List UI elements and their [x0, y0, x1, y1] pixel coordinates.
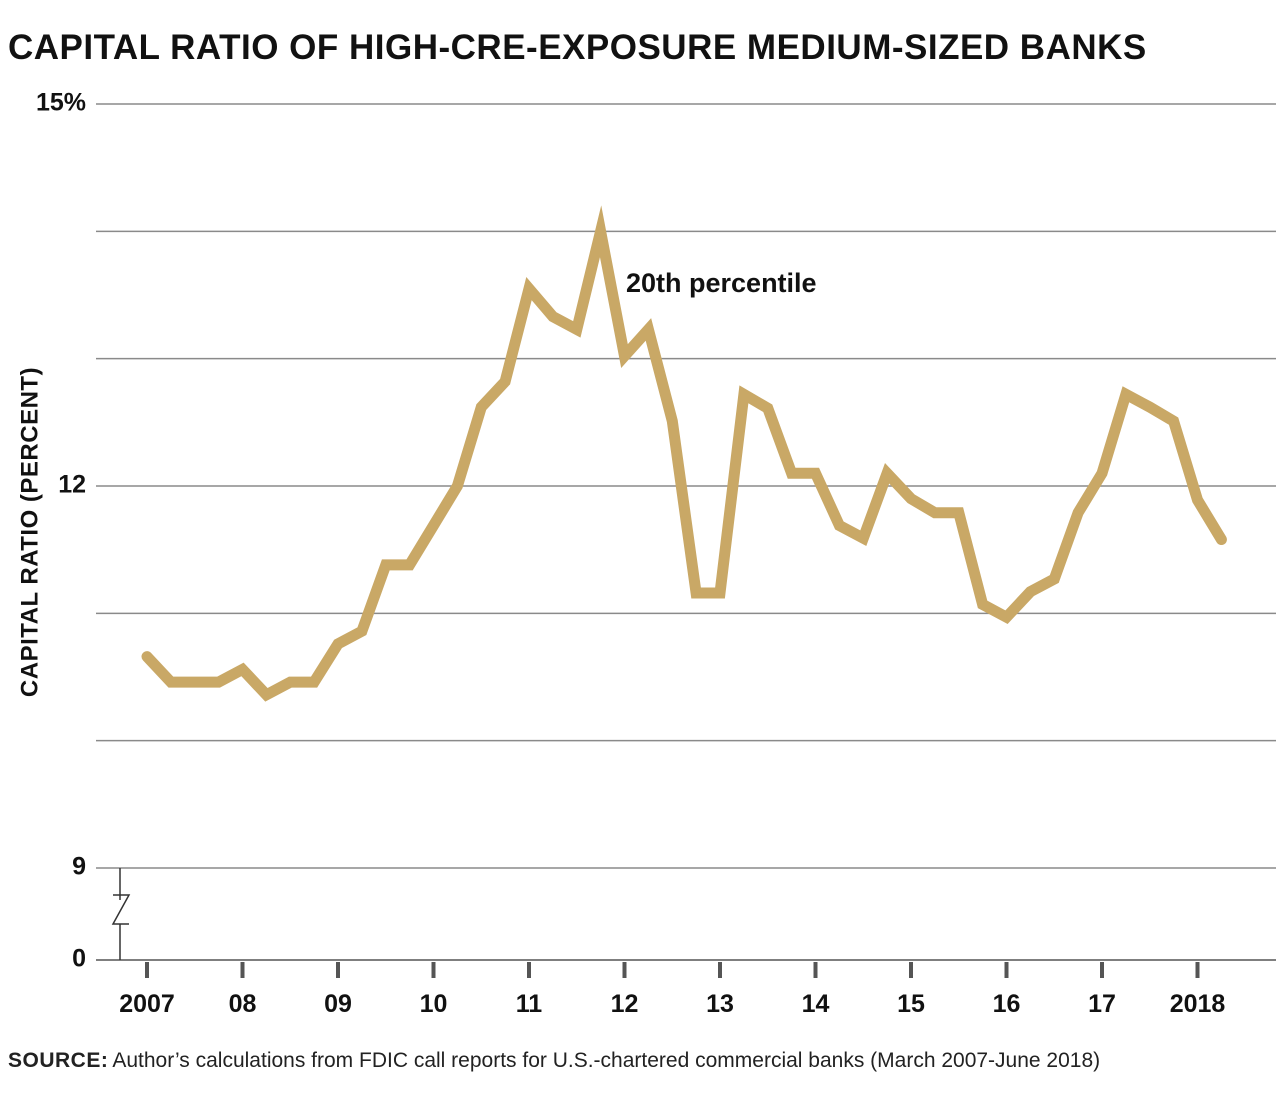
x-tick-label: 08: [229, 990, 257, 1018]
series-annotation: 20th percentile: [626, 268, 817, 298]
data-point: [242, 668, 243, 670]
data-point: [1197, 499, 1198, 501]
data-point: [576, 328, 578, 330]
data-point: [600, 230, 602, 232]
data-point: [982, 603, 984, 605]
y-tick-labels: 15% 12 9 0: [36, 89, 86, 973]
data-point: [552, 316, 554, 318]
data-point: [958, 512, 960, 514]
series-layer: [141, 205, 1227, 702]
chart-title: CAPITAL RATIO OF HIGH-CRE-EXPOSURE MEDIU…: [8, 28, 1147, 67]
data-point: [624, 355, 625, 357]
data-point: [218, 681, 220, 683]
data-point: [695, 592, 697, 594]
x-tick-mark: [527, 962, 531, 978]
data-point: [815, 472, 816, 474]
data-point: [886, 472, 888, 474]
x-tick-label: 15: [897, 990, 925, 1018]
x-tick-label: 16: [993, 990, 1021, 1018]
data-point: [1149, 406, 1151, 408]
data-point: [1220, 539, 1222, 540]
x-tick-mark: [336, 962, 340, 978]
data-point: [361, 630, 363, 632]
data-point: [647, 328, 649, 330]
data-point: [791, 472, 793, 474]
x-tick-label: 09: [324, 990, 352, 1018]
data-point: [767, 407, 769, 409]
x-tick-mark: [1195, 962, 1200, 978]
x-tick-label: 12: [611, 990, 639, 1018]
data-point: [862, 537, 864, 539]
data-point: [337, 643, 339, 645]
data-point: [504, 381, 506, 383]
data-point: [1029, 591, 1031, 593]
x-tick-label: 14: [802, 990, 830, 1018]
source-label: SOURCE:: [8, 1049, 109, 1072]
data-point: [170, 681, 172, 683]
data-points: [146, 230, 1222, 696]
data-point: [1125, 393, 1127, 395]
data-point: [313, 681, 315, 683]
x-tick-mark: [145, 962, 149, 978]
x-tick-mark: [431, 962, 436, 978]
series-line: [141, 205, 1227, 702]
data-point: [409, 564, 411, 566]
x-tick-label: 13: [706, 990, 734, 1018]
source-text: Author’s calculations from FDIC call rep…: [112, 1049, 1101, 1072]
x-tick-label: 2007: [119, 990, 175, 1018]
data-point: [480, 406, 482, 408]
axes: [96, 868, 1276, 961]
x-tick-mark: [718, 962, 722, 978]
y-tick-label: 12: [58, 471, 86, 499]
y-axis-label: CAPITAL RATIO (PERCENT): [16, 367, 43, 697]
y-tick-label: 0: [72, 945, 86, 973]
axis-break-icon: [111, 894, 131, 925]
data-point: [1173, 420, 1175, 422]
data-point: [1006, 616, 1007, 618]
data-point: [743, 393, 745, 395]
x-tick-label: 17: [1088, 990, 1116, 1018]
data-point: [289, 681, 291, 683]
x-tick-mark: [909, 962, 913, 978]
source-note: SOURCE: Author’s calculations from FDIC c…: [8, 1049, 1100, 1073]
data-point: [385, 564, 387, 566]
x-tick-mark: [813, 962, 818, 978]
x-tick-mark: [622, 962, 627, 978]
data-point: [671, 420, 673, 422]
gridlines: [96, 103, 1276, 869]
data-point: [265, 694, 267, 696]
data-point: [1053, 578, 1055, 580]
data-point: [838, 525, 840, 526]
data-point: [719, 592, 721, 594]
data-point: [528, 288, 530, 290]
data-point: [146, 656, 148, 658]
y-tick-label: 9: [72, 853, 86, 881]
data-point: [456, 485, 458, 487]
x-tick-mark: [1004, 962, 1009, 978]
x-tick-label: 2018: [1170, 990, 1226, 1018]
data-point: [934, 512, 936, 514]
data-point: [1077, 512, 1079, 514]
x-tick-labels: 2007 08 09 10 11 12 13 14 15 16 17 2018: [119, 962, 1225, 1018]
data-point: [433, 525, 434, 526]
x-tick-label: 10: [420, 990, 448, 1018]
x-tick-mark: [1100, 962, 1104, 978]
x-tick-label: 11: [516, 990, 543, 1018]
data-point: [1101, 472, 1103, 474]
data-point: [194, 681, 196, 683]
data-point: [910, 498, 912, 500]
x-tick-mark: [240, 962, 245, 978]
y-tick-label: 15%: [36, 89, 86, 117]
